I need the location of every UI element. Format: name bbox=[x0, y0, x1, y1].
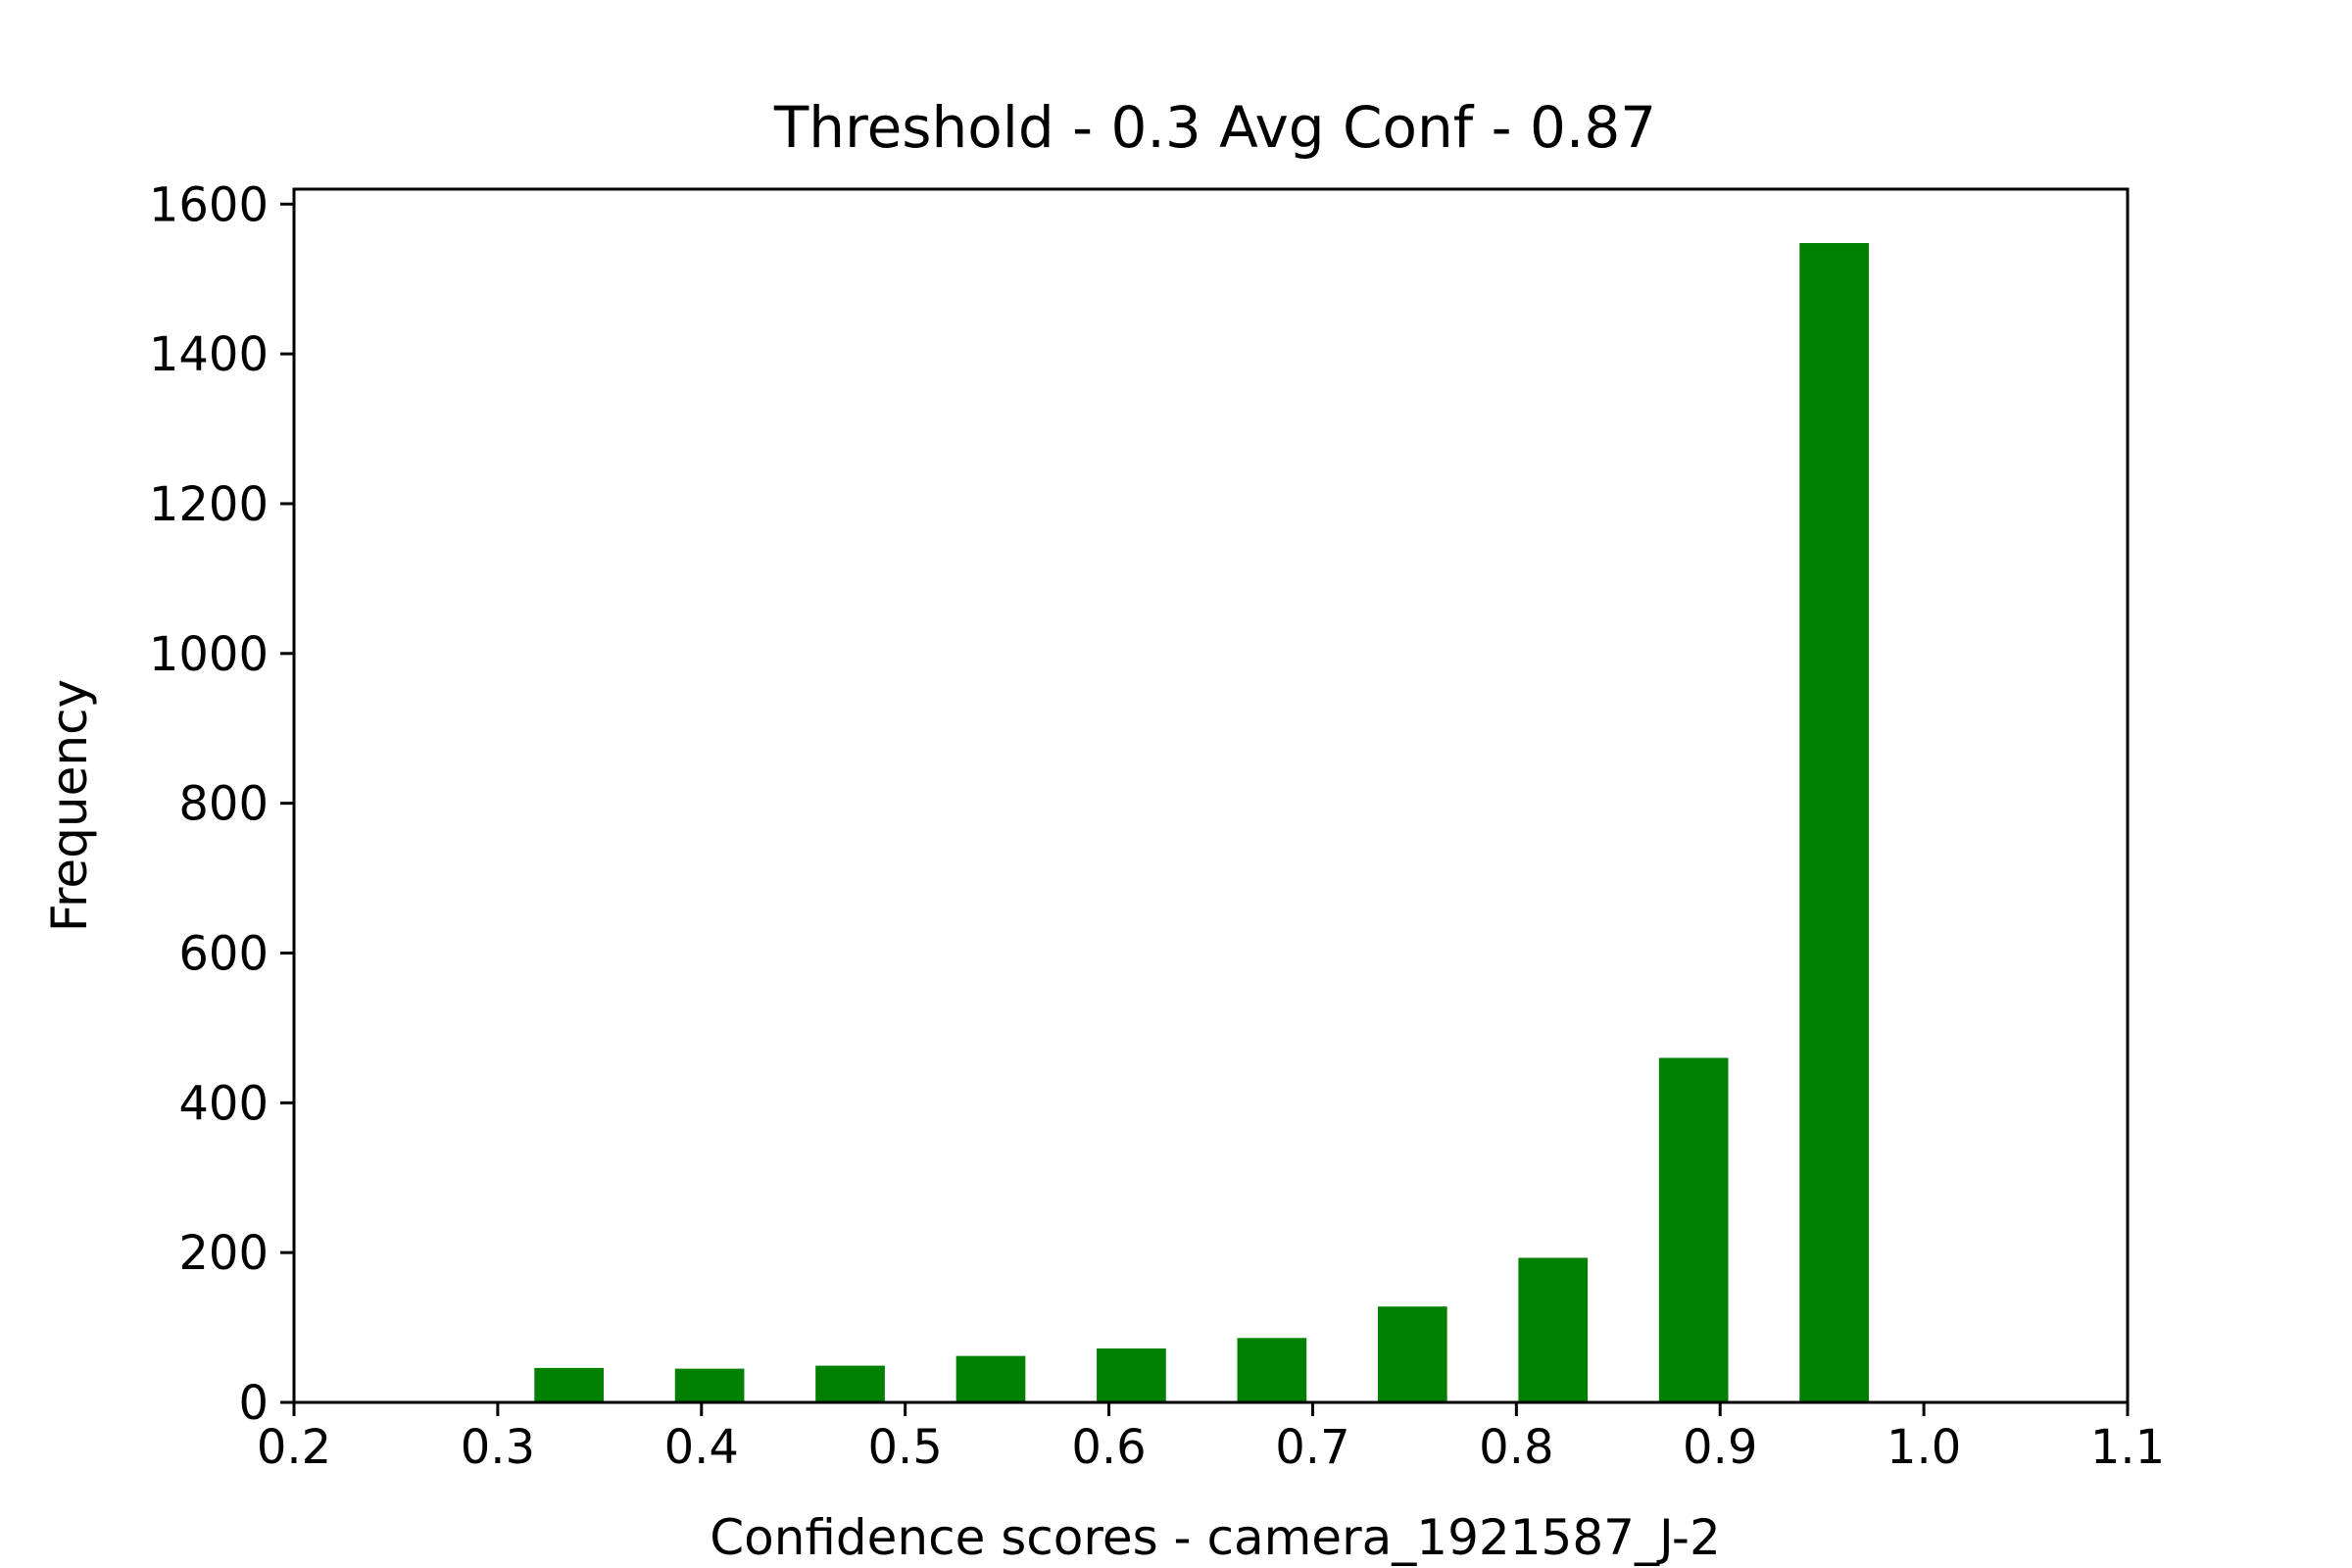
x-tick-label: 0.7 bbox=[1275, 1420, 1349, 1475]
y-axis-label: Frequency bbox=[41, 679, 98, 932]
x-tick-label: 0.2 bbox=[257, 1420, 331, 1475]
bar-8 bbox=[1518, 1257, 1589, 1402]
y-tick-label: 600 bbox=[178, 926, 269, 981]
bar-5 bbox=[1097, 1348, 1166, 1402]
x-axis-ticks: 0.2 0.3 0.4 0.5 0.6 0.7 0.8 0.9 1.0 1.1 bbox=[257, 1402, 2165, 1475]
x-tick-label: 0.6 bbox=[1071, 1420, 1146, 1475]
x-tick-label: 0.4 bbox=[664, 1420, 739, 1475]
y-tick-label: 800 bbox=[178, 777, 269, 832]
bar-10 bbox=[1799, 243, 1869, 1402]
y-tick-label: 1200 bbox=[149, 477, 269, 532]
chart-title: Threshold - 0.3 Avg Conf - 0.87 bbox=[773, 94, 1656, 161]
bar-4 bbox=[956, 1355, 1026, 1402]
bar-2 bbox=[674, 1368, 745, 1402]
bars-group bbox=[534, 243, 1869, 1402]
y-tick-label: 200 bbox=[178, 1226, 269, 1281]
x-tick-label: 0.9 bbox=[1683, 1420, 1757, 1475]
x-tick-label: 0.5 bbox=[867, 1420, 942, 1475]
y-tick-label: 0 bbox=[238, 1376, 269, 1431]
bar-7 bbox=[1377, 1306, 1447, 1402]
x-tick-label: 0.8 bbox=[1479, 1420, 1553, 1475]
y-tick-label: 400 bbox=[178, 1076, 269, 1131]
plot-area-frame bbox=[292, 187, 2130, 1404]
bar-3 bbox=[815, 1365, 885, 1402]
x-tick-label: 0.3 bbox=[461, 1420, 535, 1475]
bar-1 bbox=[534, 1367, 604, 1402]
bar-6 bbox=[1237, 1338, 1307, 1402]
y-axis-ticks: 0 200 400 600 800 1000 1200 1400 1600 bbox=[149, 177, 294, 1431]
x-axis-label: Confidence scores - camera_1921587_J-2 bbox=[710, 1509, 1721, 1566]
bar-9 bbox=[1658, 1057, 1729, 1402]
y-tick-label: 1000 bbox=[149, 627, 269, 682]
y-tick-label: 1600 bbox=[149, 177, 269, 232]
y-tick-label: 1400 bbox=[149, 327, 269, 382]
x-tick-label: 1.1 bbox=[2090, 1420, 2165, 1475]
x-tick-label: 1.0 bbox=[1886, 1420, 1961, 1475]
